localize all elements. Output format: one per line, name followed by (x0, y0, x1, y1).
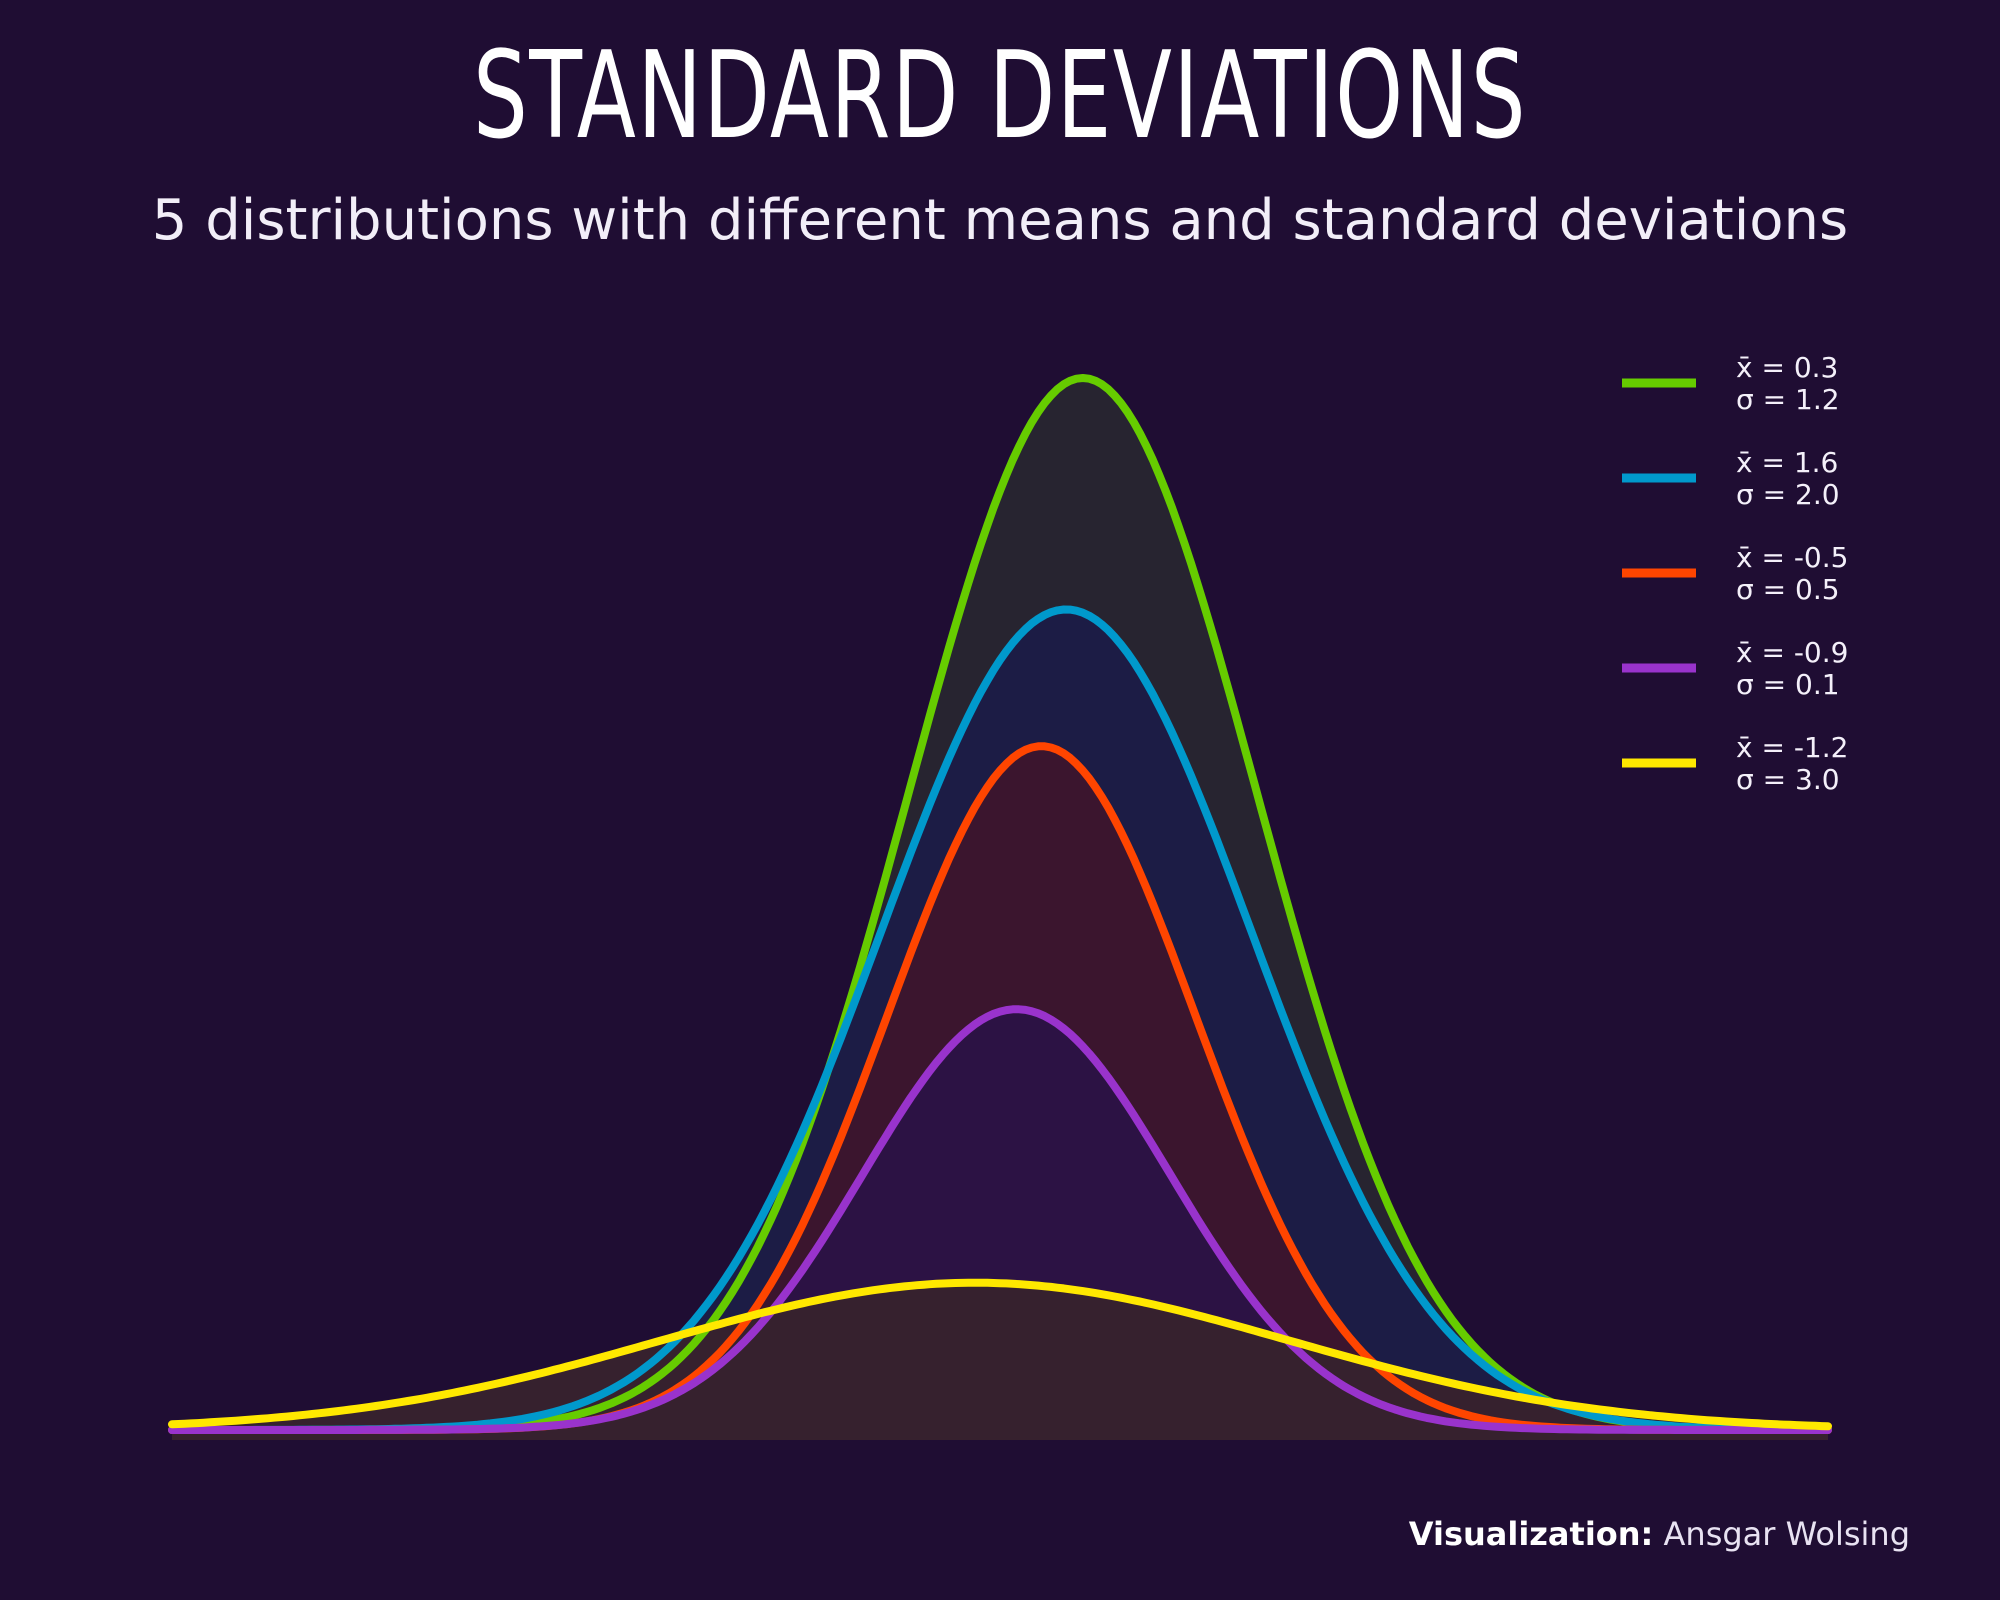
chart-title: STANDARD DEVIATIONS (472, 27, 1527, 166)
caption: Visualization: Ansgar Wolsing (1409, 1512, 1910, 1556)
legend-sd-label-5: σ = 3.0 (1736, 763, 1840, 796)
caption-label: Visualization: (1408, 1515, 1654, 1553)
legend: x̄ = 0.3σ = 1.2x̄ = 1.6σ = 2.0x̄ = -0.5σ… (1622, 351, 1848, 796)
series-line-4 (168, 1005, 1832, 1434)
legend-sd-label-2: σ = 2.0 (1736, 478, 1840, 511)
legend-mean-label-5: x̄ = -1.2 (1736, 731, 1848, 764)
series-area-5 (172, 1282, 1828, 1440)
chart-subtitle: 5 distributions with different means and… (151, 188, 1849, 253)
series-area-4 (172, 1009, 1828, 1440)
caption-author: Ansgar Wolsing (1663, 1515, 1910, 1553)
legend-mean-label-3: x̄ = -0.5 (1736, 541, 1848, 574)
legend-mean-label-2: x̄ = 1.6 (1736, 446, 1838, 479)
series-line-5 (168, 1278, 1832, 1431)
legend-mean-label-1: x̄ = 0.3 (1736, 351, 1838, 384)
legend-sd-label-4: σ = 0.1 (1736, 668, 1840, 701)
legend-sd-label-1: σ = 1.2 (1736, 383, 1840, 416)
legend-mean-label-4: x̄ = -0.9 (1736, 636, 1848, 669)
series-lines (168, 374, 1832, 1434)
legend-sd-label-3: σ = 0.5 (1736, 573, 1840, 606)
